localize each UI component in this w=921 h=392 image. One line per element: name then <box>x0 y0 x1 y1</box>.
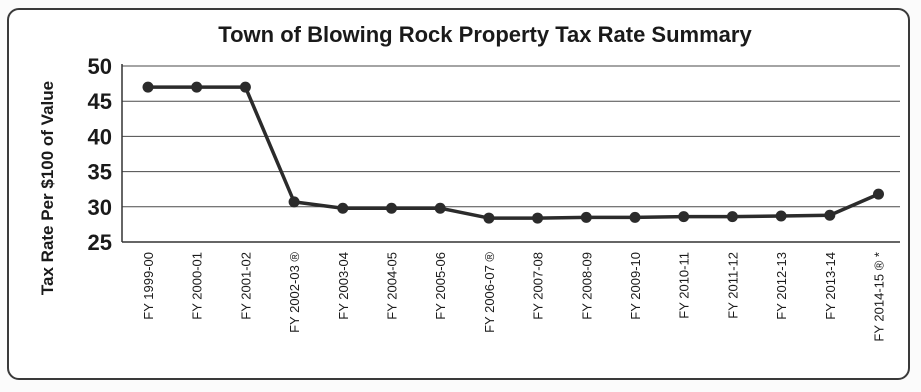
data-point <box>678 211 690 223</box>
data-point <box>288 196 300 208</box>
y-tick-label: 25 <box>88 230 112 255</box>
data-point <box>532 212 544 224</box>
x-tick-label: FY 2012-13 <box>774 252 789 320</box>
x-tick-label: FY 2004-05 <box>385 252 400 320</box>
x-tick-label: FY 2001-02 <box>238 252 253 320</box>
x-tick-label: FY 2007-08 <box>531 252 546 320</box>
data-point <box>873 188 884 200</box>
x-tick-label: FY 2006-07 ® <box>482 252 497 333</box>
x-tick-label: FY 2010-11 <box>677 252 692 319</box>
x-tick-label: FY 2014-15 ® * <box>872 252 887 342</box>
x-tick-label: FY 2002-03 ® <box>287 252 302 333</box>
chart-title: Town of Blowing Rock Property Tax Rate S… <box>218 22 752 47</box>
x-tick-labels: FY 1999-00 FY 2000-01 FY 2001-02 FY 2002-03… <box>141 252 887 342</box>
x-tick-label: FY 1999-00 <box>141 252 156 320</box>
y-tick-label: 50 <box>88 54 112 79</box>
series-line <box>148 85 880 220</box>
x-tick-label: FY 2000-01 <box>190 252 205 320</box>
y-tick-label: 40 <box>88 124 112 149</box>
y-tick-label: 30 <box>88 195 112 220</box>
x-tick-label: FY 2008-09 <box>579 252 594 320</box>
data-point <box>386 202 397 214</box>
data-point <box>483 212 495 224</box>
data-series <box>142 81 884 224</box>
data-point <box>775 210 787 222</box>
x-tick-label: FY 2009-10 <box>628 252 643 320</box>
data-point <box>239 81 251 93</box>
data-point <box>580 211 592 223</box>
x-tick-label: FY 2011-12 <box>725 252 740 319</box>
data-point <box>191 81 203 93</box>
y-tick-labels: 50 45 40 35 30 25 <box>88 54 112 255</box>
axes <box>121 64 900 243</box>
data-point <box>142 81 154 93</box>
x-tick-label: FY 2005-06 <box>433 252 448 320</box>
x-tick-label: FY 2013-14 <box>823 252 838 320</box>
data-point <box>824 209 836 221</box>
data-point <box>434 202 446 214</box>
data-point <box>629 211 641 223</box>
y-tick-label: 35 <box>88 160 112 185</box>
data-point <box>726 211 738 223</box>
y-tick-label: 45 <box>88 89 112 114</box>
x-tick-label: FY 2003-04 <box>336 252 351 320</box>
data-point <box>337 202 349 214</box>
chart-frame <box>7 8 910 380</box>
